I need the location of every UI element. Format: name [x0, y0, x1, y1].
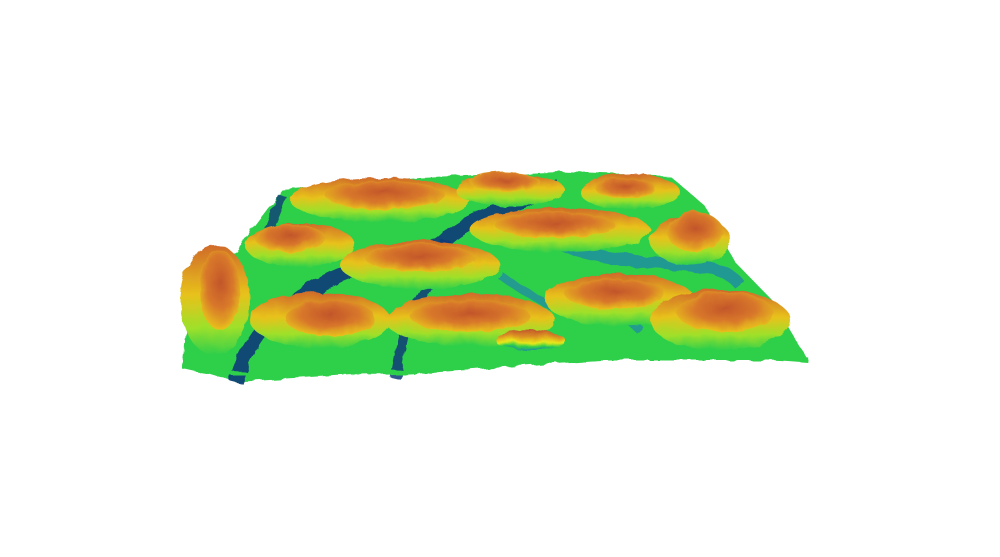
- peak-layer: [200, 172, 773, 350]
- terrain-front-edge: [181, 353, 809, 377]
